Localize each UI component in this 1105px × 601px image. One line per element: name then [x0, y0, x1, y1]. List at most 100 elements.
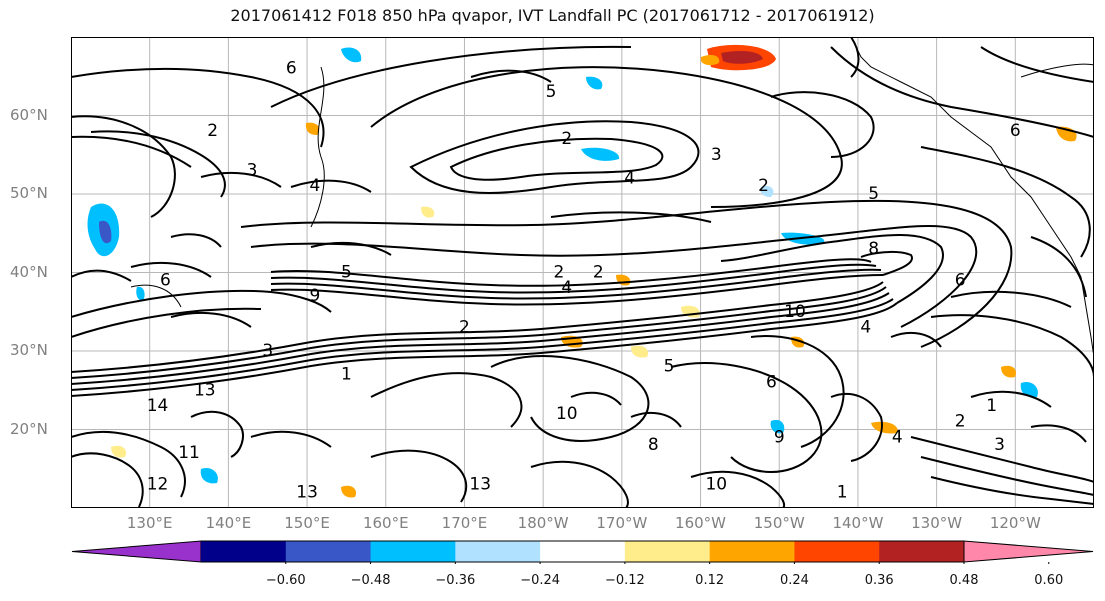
longitude-label: 140°W — [832, 514, 884, 532]
contour-label: 2 — [955, 412, 966, 432]
anomaly-patch-negative — [586, 76, 603, 90]
contour-label: 5 — [664, 357, 675, 377]
anomaly-patch-negative — [99, 220, 112, 244]
contour-label: 13 — [194, 380, 216, 400]
colorbar-tick-label: −0.48 — [350, 573, 391, 588]
anomaly-patch-positive — [871, 421, 898, 434]
contour-label: 5 — [341, 263, 352, 283]
colorbar-tick-label: 0.48 — [949, 573, 979, 588]
colorbar-extend-max — [963, 540, 1094, 563]
contour-label: 6 — [766, 372, 777, 392]
colorbar-tick-label: −0.24 — [520, 573, 561, 588]
anomaly-patch-positive — [631, 345, 649, 358]
anomaly-patch-negative — [200, 467, 218, 484]
contour-label: 3 — [262, 341, 273, 361]
contour-label: 2 — [459, 317, 470, 337]
latitude-label: 60°N — [10, 105, 48, 124]
colorbar-segment — [624, 541, 711, 562]
contour-label: 5 — [546, 82, 557, 102]
colorbar-outline — [201, 540, 964, 563]
anomaly-patch-negative — [341, 47, 362, 63]
colorbar-segment — [285, 541, 372, 562]
map-frame — [71, 37, 1094, 508]
anomaly-shading — [87, 44, 1077, 498]
colorbar-segment — [370, 541, 456, 562]
contour-label: 13 — [469, 474, 491, 494]
latitude-label: 20°N — [10, 419, 48, 438]
longitude-label: 140°E — [205, 514, 252, 532]
contour-label: 10 — [705, 474, 727, 494]
humidity-contours — [71, 37, 1094, 508]
contour-label: 1 — [986, 396, 997, 416]
anomaly-patch-positive — [701, 55, 720, 66]
colorbar-segment — [455, 541, 541, 562]
contour-label: 2 — [207, 121, 218, 141]
contour-label: 2 — [758, 176, 769, 196]
colorbar-segment — [709, 541, 795, 562]
contour-label: 4 — [310, 176, 321, 196]
colorbar-tick-label: 0.60 — [1034, 573, 1064, 588]
longitude-label: 160°W — [675, 514, 727, 532]
contour-label: 3 — [247, 160, 258, 180]
longitude-label: 170°W — [596, 514, 648, 532]
anomaly-patch-negative — [770, 419, 785, 434]
contour-label: 8 — [648, 435, 659, 455]
contour-label: 6 — [160, 270, 171, 290]
anomaly-patch-negative — [136, 286, 145, 301]
contour-label: 9 — [310, 286, 321, 306]
longitude-label: 120°W — [989, 514, 1041, 532]
colorbar-segment — [540, 541, 626, 562]
longitude-label: 170°E — [441, 514, 488, 532]
colorbar-tick-label: −0.12 — [604, 573, 645, 588]
map-title: 2017061412 F018 850 hPa qvapor, IVT Land… — [230, 6, 875, 25]
contour-label: 12 — [147, 474, 169, 494]
anomaly-patch-positive — [341, 485, 357, 498]
anomaly-patch-negative — [581, 147, 620, 161]
anomaly-patch-negative — [1020, 381, 1038, 398]
contour-label: 4 — [860, 317, 871, 337]
longitude-label: 130°W — [911, 514, 963, 532]
longitude-label: 180°W — [517, 514, 569, 532]
contour-label: 2 — [593, 263, 604, 283]
longitude-label: 130°E — [126, 514, 173, 532]
colorbar-segment — [201, 541, 287, 562]
contour-label: 14 — [147, 396, 169, 416]
contour-label: 5 — [868, 184, 879, 204]
contour-label: 4 — [892, 427, 903, 447]
colorbar-segment — [879, 541, 965, 562]
longitude-label: 160°E — [362, 514, 409, 532]
colorbar-tick-label: 0.36 — [864, 573, 894, 588]
anomaly-patch-positive — [111, 445, 127, 458]
contour-label: 10 — [784, 302, 806, 322]
contour-label: 11 — [178, 443, 200, 463]
anomaly-patch-positive — [421, 206, 435, 218]
contour-label: 8 — [868, 239, 879, 259]
latitude-label: 40°N — [10, 262, 48, 281]
coastline — [130, 37, 1094, 358]
colorbar — [71, 540, 1094, 564]
anomaly-patch-positive — [721, 51, 763, 64]
anomaly-patch-positive — [305, 122, 320, 135]
longitude-label: 150°E — [284, 514, 330, 532]
contour-label: 1 — [837, 482, 848, 502]
contour-label: 4 — [561, 278, 572, 298]
contour-label: 1 — [341, 365, 352, 385]
colorbar-tick-label: 0.12 — [695, 573, 725, 588]
contour-label: 10 — [556, 404, 578, 424]
colorbar-tick-label: 0.24 — [779, 573, 809, 588]
contour-label: 13 — [296, 482, 318, 502]
contour-label: 3 — [994, 435, 1005, 455]
contour-label: 6 — [955, 270, 966, 290]
colorbar-tick-label: −0.60 — [265, 573, 306, 588]
contour-label: 9 — [774, 427, 785, 447]
longitude-label: 150°W — [753, 514, 805, 532]
contour-label: 4 — [624, 168, 635, 188]
latitude-label: 30°N — [10, 341, 48, 359]
colorbar-segment — [794, 541, 880, 562]
contour-label: 3 — [711, 145, 722, 165]
contour-label: 2 — [553, 263, 564, 283]
contour-label: 6 — [286, 58, 297, 78]
contour-label: 6 — [1010, 121, 1021, 141]
colorbar-extend-min — [71, 540, 202, 563]
